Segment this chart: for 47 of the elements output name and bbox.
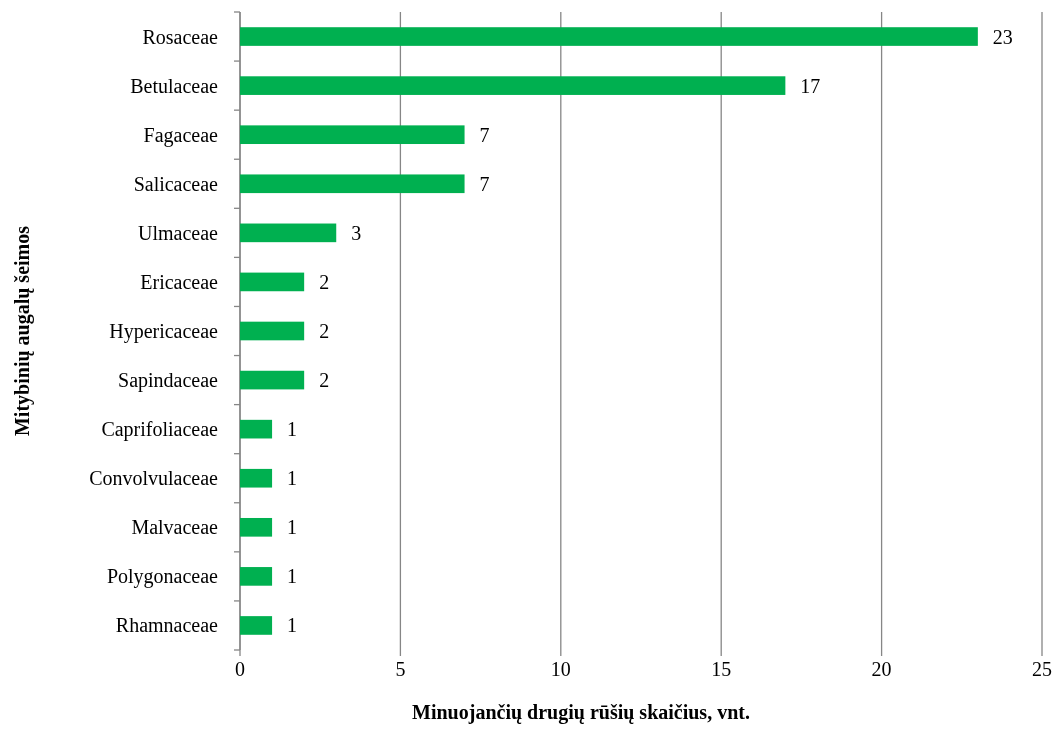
data-label: 3 <box>351 221 362 244</box>
bar <box>240 76 786 95</box>
y-tick-label: Betulaceae <box>130 74 219 97</box>
bar <box>240 517 273 537</box>
bar <box>240 370 305 390</box>
y-tick-label: Polygonaceae <box>106 565 219 589</box>
bar <box>240 272 305 292</box>
y-axis-title: Mitybinių augalų šeimos <box>11 225 34 437</box>
bar <box>240 321 305 341</box>
data-label: 2 <box>319 270 330 293</box>
bar <box>240 27 978 46</box>
y-tick-label: Malvaceae <box>131 516 219 539</box>
bar <box>240 468 273 488</box>
bar <box>240 125 465 145</box>
y-tick-label: Rosaceae <box>142 25 219 48</box>
y-tick-label: Ericaceae <box>140 270 219 293</box>
y-tick-label: Fagaceae <box>143 123 219 147</box>
bar <box>240 616 273 635</box>
bar <box>240 223 337 243</box>
x-tick-label: 10 <box>550 658 571 680</box>
y-tick-label: Hypericaceae <box>109 320 219 343</box>
y-tick-label: Sapindaceae <box>118 369 219 393</box>
y-tick-label: Caprifoliaceae <box>101 418 219 442</box>
x-axis-title: Minuojančių drugių rūšių skaičius, vnt. <box>412 701 750 724</box>
data-label: 1 <box>287 516 298 539</box>
data-label: 7 <box>479 123 490 146</box>
bar <box>240 567 273 586</box>
data-label: 2 <box>319 320 330 342</box>
x-tick-label: 5 <box>395 658 406 680</box>
data-label: 23 <box>992 25 1013 48</box>
y-tick-label: Ulmaceae <box>138 221 219 244</box>
x-tick-label: 15 <box>711 658 732 680</box>
data-label: 17 <box>800 74 821 97</box>
y-tick-label: Salicaceae <box>133 172 219 195</box>
data-label: 2 <box>319 369 330 392</box>
data-label: 1 <box>287 418 298 441</box>
data-label: 1 <box>287 565 298 588</box>
x-tick-label: 25 <box>1032 658 1052 680</box>
data-label: 1 <box>287 467 298 490</box>
x-tick-label: 20 <box>871 658 892 680</box>
bar <box>240 419 273 439</box>
data-label: 1 <box>287 614 298 637</box>
y-tick-label: Rhamnaceae <box>115 614 219 637</box>
x-tick-label: 0 <box>235 658 245 680</box>
data-label: 7 <box>479 172 490 195</box>
y-tick-label: Convolvulaceae <box>89 467 219 490</box>
bar <box>240 174 465 194</box>
